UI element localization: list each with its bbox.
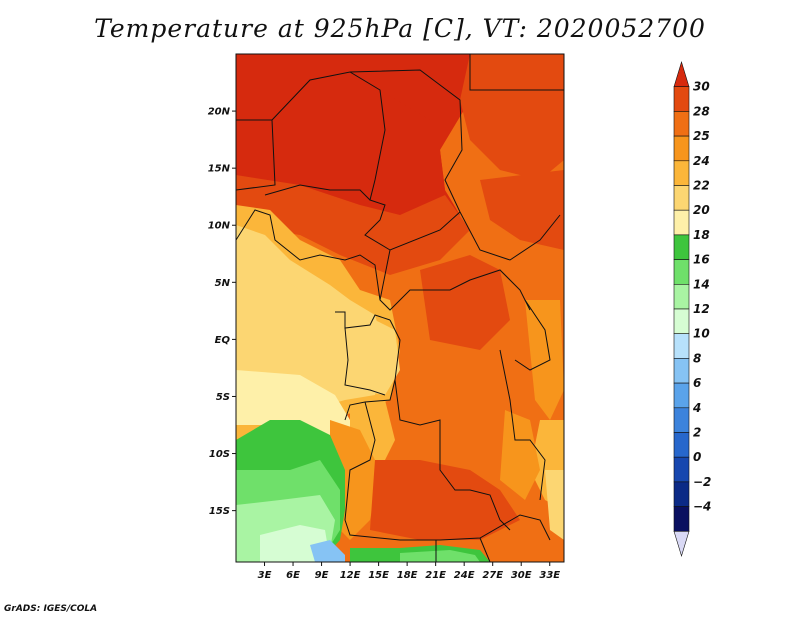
lat-label: 5N [215,278,231,289]
colorbar-swatch [673,185,690,211]
colorbar-swatch [673,333,690,359]
lon-label: 21E [425,570,446,581]
longitude-axis: 3E 6E 9E 12E 15E 18E 21E 24E 27E 30E 33E [258,562,560,581]
colorbar-label: 2 [693,426,701,440]
colorbar-swatch [673,358,690,384]
lat-label: 20N [208,107,231,118]
colorbar-swatch [673,283,690,310]
country-borders [236,54,564,562]
colorbar-label: −2 [693,475,711,489]
colorbar-swatch [673,209,690,236]
colorbar-swatch [673,234,690,260]
colorbar-label: 6 [693,376,701,390]
lon-label: 30E [511,570,532,581]
map-title: Temperature at 925hPa [C], VT: 202005270… [94,14,706,43]
colorbar-swatch [673,308,690,335]
lat-label: EQ [215,335,231,346]
lat-label: 5S [216,392,230,403]
colorbar-label: 22 [693,179,710,193]
colorbar-label: 30 [693,80,710,94]
latitude-axis: 20N 15N 10N 5N EQ 5S 10S 15S [208,107,236,517]
colorbar-label: 14 [693,277,710,291]
colorbar-label: 25 [693,129,710,143]
lat-label: 15S [209,506,230,517]
colorbar-label: 24 [693,154,710,168]
colorbar-swatch [673,432,690,458]
colorbar-swatch [673,456,690,483]
colorbar-label: 8 [693,351,701,365]
lon-label: 9E [315,570,329,581]
colorbar-label: 20 [693,203,710,217]
lon-label: 33E [539,570,560,581]
colorbar-swatch [673,259,690,285]
colorbar-label: 18 [693,228,710,242]
lat-label: 10S [209,449,230,460]
lon-label: 3E [258,570,272,581]
colorbar-swatch [673,86,690,112]
colorbar-swatch [673,60,690,87]
colorbar-label: 12 [693,302,710,316]
colorbar-swatch [673,111,690,137]
colorbar-swatch [673,407,690,433]
colorbar-swatch [673,481,690,507]
colorbar-swatch [673,382,690,409]
colorbar-swatch [673,135,690,162]
colorbar-swatch [673,530,690,558]
lon-label: 12E [340,570,361,581]
lat-label: 15N [208,164,231,175]
colorbar-label: 10 [693,327,710,341]
lon-label: 24E [454,570,475,581]
lon-label: 6E [286,570,300,581]
map-frame [235,53,565,563]
colorbar-label: 28 [693,104,710,118]
lon-label: 15E [368,570,389,581]
colorbar-label: 0 [693,450,701,464]
colorbar-swatch [673,160,690,186]
colorbar-label: 16 [693,253,710,267]
lon-label: 27E [482,570,503,581]
colorbar-label: 4 [692,401,701,415]
lat-label: 10N [208,221,231,232]
credit-text: GrADS: IGES/COLA [4,604,98,614]
lon-label: 18E [397,570,418,581]
temperature-field [236,54,564,562]
colorbar-label: −4 [693,500,711,514]
colorbar-swatch [673,506,690,532]
